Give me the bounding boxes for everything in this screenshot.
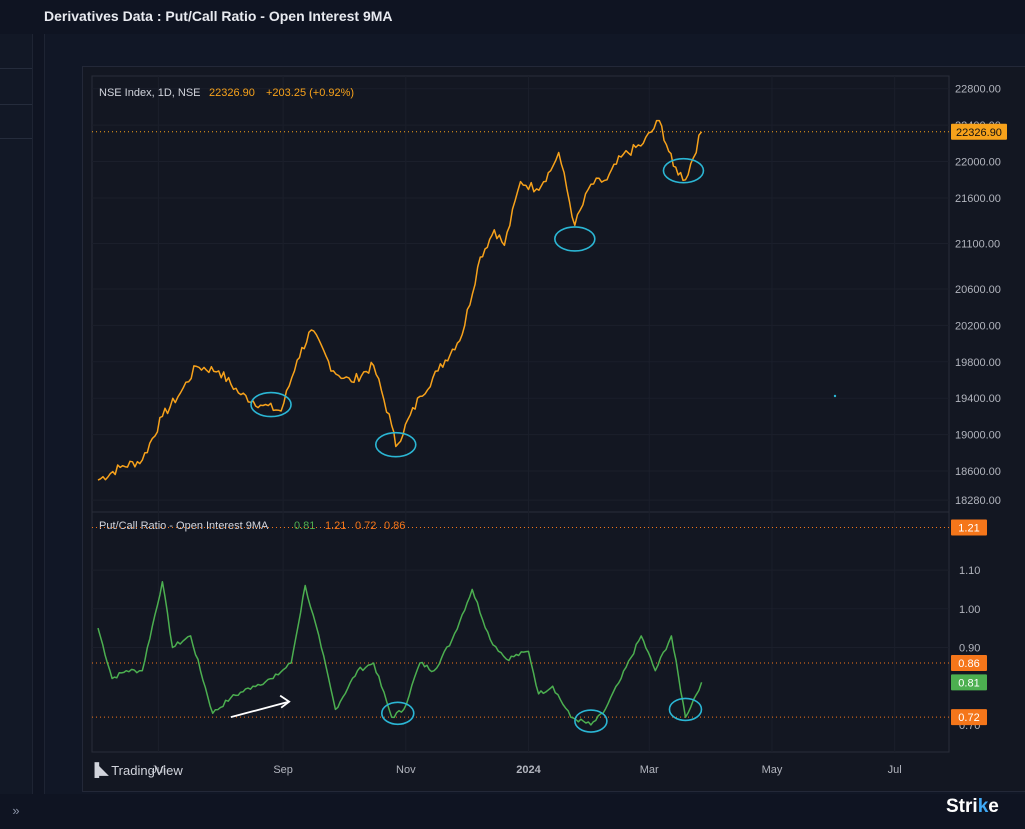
tradingview-logo[interactable]: ▐◣ TradingView (90, 762, 183, 778)
pcr-level-lines (92, 526, 949, 718)
annotation-circle (380, 701, 415, 726)
price-tick-label: 20600.00 (955, 284, 1001, 296)
price-last-tag (951, 123, 1007, 140)
price-axis: 22800.0022400.0022000.0021600.0021100.00… (955, 84, 1001, 507)
price-legend-name: NSE Index, 1D, NSE (99, 87, 201, 99)
page-title: Derivatives Data : Put/Call Ratio - Open… (44, 8, 393, 24)
time-tick-label: Jul (151, 764, 165, 776)
pcr-level-tag (951, 654, 987, 671)
price-tick-label: 19800.00 (955, 357, 1001, 369)
chart-container: 22800.0022400.0022000.0021600.0021100.00… (82, 66, 1025, 792)
pcr-level-tag (951, 519, 987, 536)
pcr-level-tag (951, 709, 987, 726)
pcr-legend-value: 1.21 (325, 520, 346, 532)
pcr-legend-value: 0.86 (384, 520, 405, 532)
left-rail: » (0, 34, 33, 818)
pcr-level-tag-label: 0.86 (958, 658, 979, 670)
annotation-arrowhead (279, 694, 291, 709)
time-tick-label: May (762, 764, 783, 776)
brand-accent: k (977, 796, 989, 817)
pcr-series-line (97, 580, 703, 726)
price-tick-label: 20200.00 (955, 320, 1001, 332)
pcr-axis: 1.101.000.900.70 (959, 565, 980, 732)
time-axis: Jul Sep Nov 2024 Mar May Jul (151, 764, 901, 776)
stray-dot (833, 394, 837, 398)
time-tick-label: Jul (888, 764, 902, 776)
expand-sidebar-icon[interactable]: » (12, 803, 20, 818)
pcr-tick-label: 1.10 (959, 565, 980, 577)
pcr-level-tag-label: 0.72 (958, 712, 979, 724)
pcr-legend-value: 0.72 (355, 520, 376, 532)
rail-divider (0, 138, 32, 139)
chart-svg[interactable]: 22800.0022400.0022000.0021600.0021100.00… (83, 67, 1025, 791)
rail-divider (0, 104, 32, 105)
price-tick-label: 18600.00 (955, 466, 1001, 478)
price-tick-label: 22800.00 (955, 84, 1001, 96)
annotation-arrow (230, 700, 290, 719)
rail-divider (0, 68, 32, 69)
time-tick-label: Nov (396, 764, 416, 776)
price-tick-label: 21600.00 (955, 193, 1001, 205)
pcr-legend-name: Put/Call Ratio - Open Interest 9MA (99, 520, 269, 532)
price-tick-label: 21100.00 (955, 238, 1000, 250)
price-grid (92, 76, 949, 752)
pcr-grid (92, 569, 949, 648)
annotation-circle (662, 157, 705, 184)
annotation-circle (668, 697, 703, 722)
price-last-tag-label: 22326.90 (956, 127, 1002, 139)
brand-suffix: e (988, 796, 999, 817)
tradingview-label: TradingView (111, 762, 183, 778)
pcr-tick-label: 0.90 (959, 642, 980, 654)
pcr-pane-frame (91, 511, 950, 753)
time-tick-label: 2024 (516, 764, 541, 776)
time-tick-label: Sep (273, 764, 293, 776)
brand-prefix: Stri (946, 796, 978, 817)
price-tick-label: 19000.00 (955, 430, 1001, 442)
annotation-circle (250, 391, 292, 418)
axis-value-tags: 22326.90 1.21 0.86 0.81 0.72 (951, 123, 1007, 726)
strike-brand-logo: Strike (946, 796, 999, 818)
price-legend-change: +203.25 (+0.92%) (266, 87, 354, 99)
price-series-line (97, 119, 703, 481)
price-legend-last: 22326.90 (209, 87, 255, 99)
annotation-circle (574, 709, 608, 733)
pcr-level-tag-label: 1.21 (958, 522, 979, 534)
price-pane-frame (91, 75, 950, 513)
pcr-level-tag-label: 0.81 (958, 677, 979, 689)
annotation-circle (374, 431, 417, 458)
annotations (230, 157, 705, 733)
time-tick-label: Mar (640, 764, 659, 776)
price-tick-label: 18280.00 (955, 495, 1001, 507)
annotation-circle (554, 226, 596, 252)
pcr-tick-label: 1.00 (959, 604, 980, 616)
price-tick-label: 19400.00 (955, 393, 1001, 405)
pcr-level-tag (951, 674, 987, 691)
tradingview-mark-icon: ▐◣ (90, 762, 108, 777)
pcr-legend-value: 0.81 (294, 520, 315, 532)
price-tick-label: 22000.00 (955, 157, 1001, 169)
